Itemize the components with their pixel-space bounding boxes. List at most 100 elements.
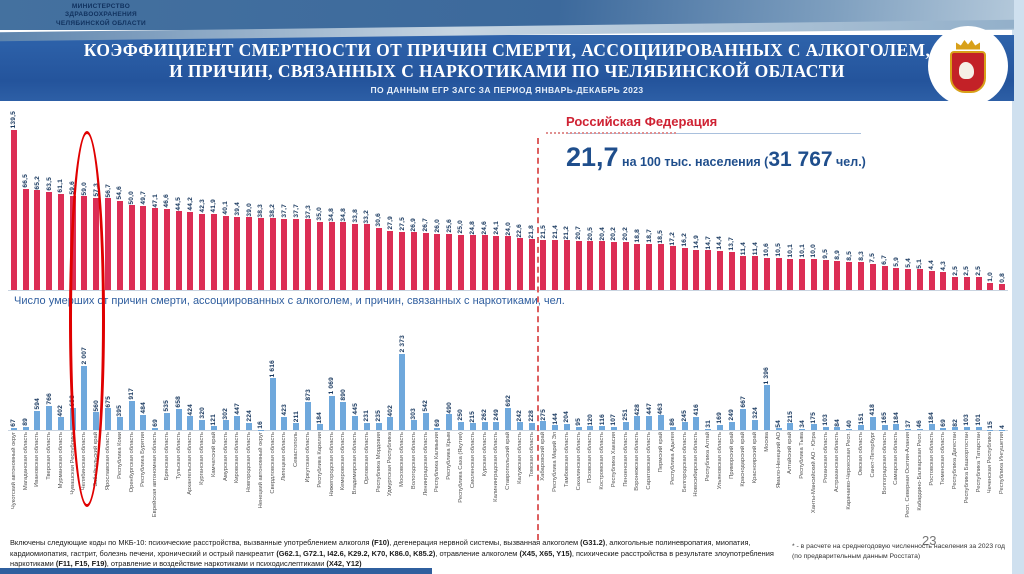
chart-column: 594 bbox=[32, 398, 44, 430]
top-bar bbox=[599, 241, 605, 290]
chart-column: 40 bbox=[843, 420, 855, 430]
top-bar bbox=[917, 269, 923, 290]
top-value-label: 50,0 bbox=[128, 191, 135, 205]
bottom-value-label: 1 616 bbox=[269, 360, 276, 378]
bottom-value-label: 40 bbox=[846, 420, 853, 428]
region-label: Краснодарский край bbox=[740, 432, 746, 487]
chart-column: 766 bbox=[43, 393, 55, 430]
top-bar bbox=[423, 233, 429, 290]
top-bar bbox=[529, 239, 535, 290]
top-bar bbox=[376, 228, 382, 291]
top-bar bbox=[505, 236, 511, 290]
chart-column: 20,5 bbox=[585, 227, 597, 290]
top-value-label: 33,2 bbox=[363, 210, 370, 224]
region-column: Севастополь bbox=[290, 432, 302, 467]
top-bar bbox=[764, 258, 770, 290]
chart-column: 224 bbox=[243, 410, 255, 430]
top-value-label: 8,5 bbox=[846, 251, 853, 261]
chart-column: 184 bbox=[926, 412, 938, 431]
bottom-value-label: 303 bbox=[410, 408, 417, 420]
top-value-label: 10,1 bbox=[787, 244, 794, 258]
chart-column: 2,5 bbox=[973, 266, 985, 290]
top-bar bbox=[176, 211, 182, 290]
region-label: Московская область bbox=[399, 432, 405, 487]
chart-column: 84 bbox=[832, 419, 844, 430]
bottom-value-label: 215 bbox=[787, 411, 794, 423]
chart-column: 9,5 bbox=[820, 249, 832, 290]
bottom-bar bbox=[576, 427, 582, 430]
region-column: Амурская область bbox=[220, 432, 232, 481]
region-label: Магаданская область bbox=[23, 432, 29, 490]
top-value-label: 37,3 bbox=[305, 205, 312, 219]
chart-column: 463 bbox=[655, 403, 667, 430]
chart-column: 37 bbox=[902, 420, 914, 430]
chart-column: 151 bbox=[855, 413, 867, 430]
region-column: Краснодарский край bbox=[737, 432, 749, 487]
bottom-value-label: 121 bbox=[210, 414, 217, 426]
top-value-label: 16,2 bbox=[681, 233, 688, 247]
top-bar bbox=[34, 190, 40, 290]
region-label: Карачаево-Черкесская Респ. bbox=[846, 432, 852, 510]
chart-column: 63,5 bbox=[43, 177, 55, 290]
top-value-label: 14,7 bbox=[705, 236, 712, 250]
ministry-name: МИНИСТЕРСТВО ЗДРАВООХРАНЕНИЯ ЧЕЛЯБИНСКОЙ… bbox=[26, 3, 176, 28]
bottom-value-label: 890 bbox=[340, 389, 347, 401]
top-bar bbox=[434, 234, 440, 291]
top-value-label: 65,2 bbox=[34, 176, 41, 190]
slide-subtitle: ПО ДАННЫМ ЕГР ЗАГС ЗА ПЕРИОД ЯНВАРЬ-ДЕКА… bbox=[0, 85, 1014, 95]
top-bar bbox=[223, 216, 229, 290]
region-label: Новосибирская область bbox=[693, 432, 699, 497]
chart-column: 4,4 bbox=[926, 260, 938, 290]
chart-column: 20,2 bbox=[620, 227, 632, 290]
chart-column: 7,5 bbox=[867, 253, 879, 290]
region-label: Свердловская область bbox=[270, 432, 276, 494]
top-value-label: 4,3 bbox=[940, 261, 947, 271]
chart-column: 34 bbox=[796, 420, 808, 430]
top-value-label: 24,8 bbox=[469, 221, 476, 235]
chart-column: 402 bbox=[55, 405, 67, 431]
bottom-bar bbox=[364, 423, 370, 430]
bottom-value-label: 116 bbox=[599, 414, 606, 425]
region-label: Курская область bbox=[482, 432, 488, 476]
bottom-bar bbox=[776, 428, 782, 430]
bottom-bar bbox=[140, 415, 146, 431]
chart-column: 175 bbox=[808, 412, 820, 430]
bottom-value-label: 69 bbox=[940, 419, 947, 427]
region-column: Астраханская область bbox=[832, 432, 844, 492]
bottom-bar bbox=[587, 426, 593, 430]
bottom-value-label: 120 bbox=[587, 414, 594, 426]
crown-icon bbox=[956, 40, 980, 50]
region-column: Пензенская область bbox=[620, 432, 632, 487]
bottom-value-label: 165 bbox=[881, 412, 888, 424]
bottom-value-label: 4 bbox=[999, 425, 1006, 429]
region-label: Республика Крым bbox=[446, 432, 452, 480]
region-column: Кабардино-Балкарская Респ. bbox=[914, 432, 926, 511]
top-bar bbox=[646, 244, 652, 290]
bottom-bar bbox=[152, 428, 158, 430]
ministry-line: МИНИСТЕРСТВО bbox=[26, 3, 176, 11]
chart-column: 423 bbox=[279, 404, 291, 430]
chart-column: 103 bbox=[961, 414, 973, 430]
top-bar bbox=[211, 214, 217, 290]
region-column: Свердловская область bbox=[267, 432, 279, 494]
region-label: Воронежская область bbox=[634, 432, 640, 491]
bottom-value-label: 84 bbox=[834, 419, 841, 427]
top-bar bbox=[305, 219, 311, 290]
region-column: Брянская область bbox=[161, 432, 173, 480]
top-bar bbox=[117, 201, 123, 290]
chart-column: 242 bbox=[514, 410, 526, 430]
top-bar bbox=[46, 192, 52, 290]
top-value-label: 44,5 bbox=[175, 197, 182, 211]
top-bar bbox=[858, 262, 864, 290]
region-label: Томская область bbox=[529, 432, 535, 477]
region-label: Приморский край bbox=[729, 432, 735, 479]
chart-column: 165 bbox=[879, 412, 891, 430]
region-column: Карачаево-Черкесская Респ. bbox=[843, 432, 855, 510]
chart-column: 8,9 bbox=[832, 250, 844, 290]
chart-column: 24,0 bbox=[502, 222, 514, 290]
top-value-label: 2,5 bbox=[952, 266, 959, 276]
chart-column: 169 bbox=[714, 412, 726, 430]
top-value-label: 21,8 bbox=[528, 225, 535, 239]
rf-annotation-value: 21,7 на 100 тыс. населения (31 767 чел.) bbox=[566, 142, 888, 173]
bottom-value-label: 594 bbox=[34, 398, 41, 410]
